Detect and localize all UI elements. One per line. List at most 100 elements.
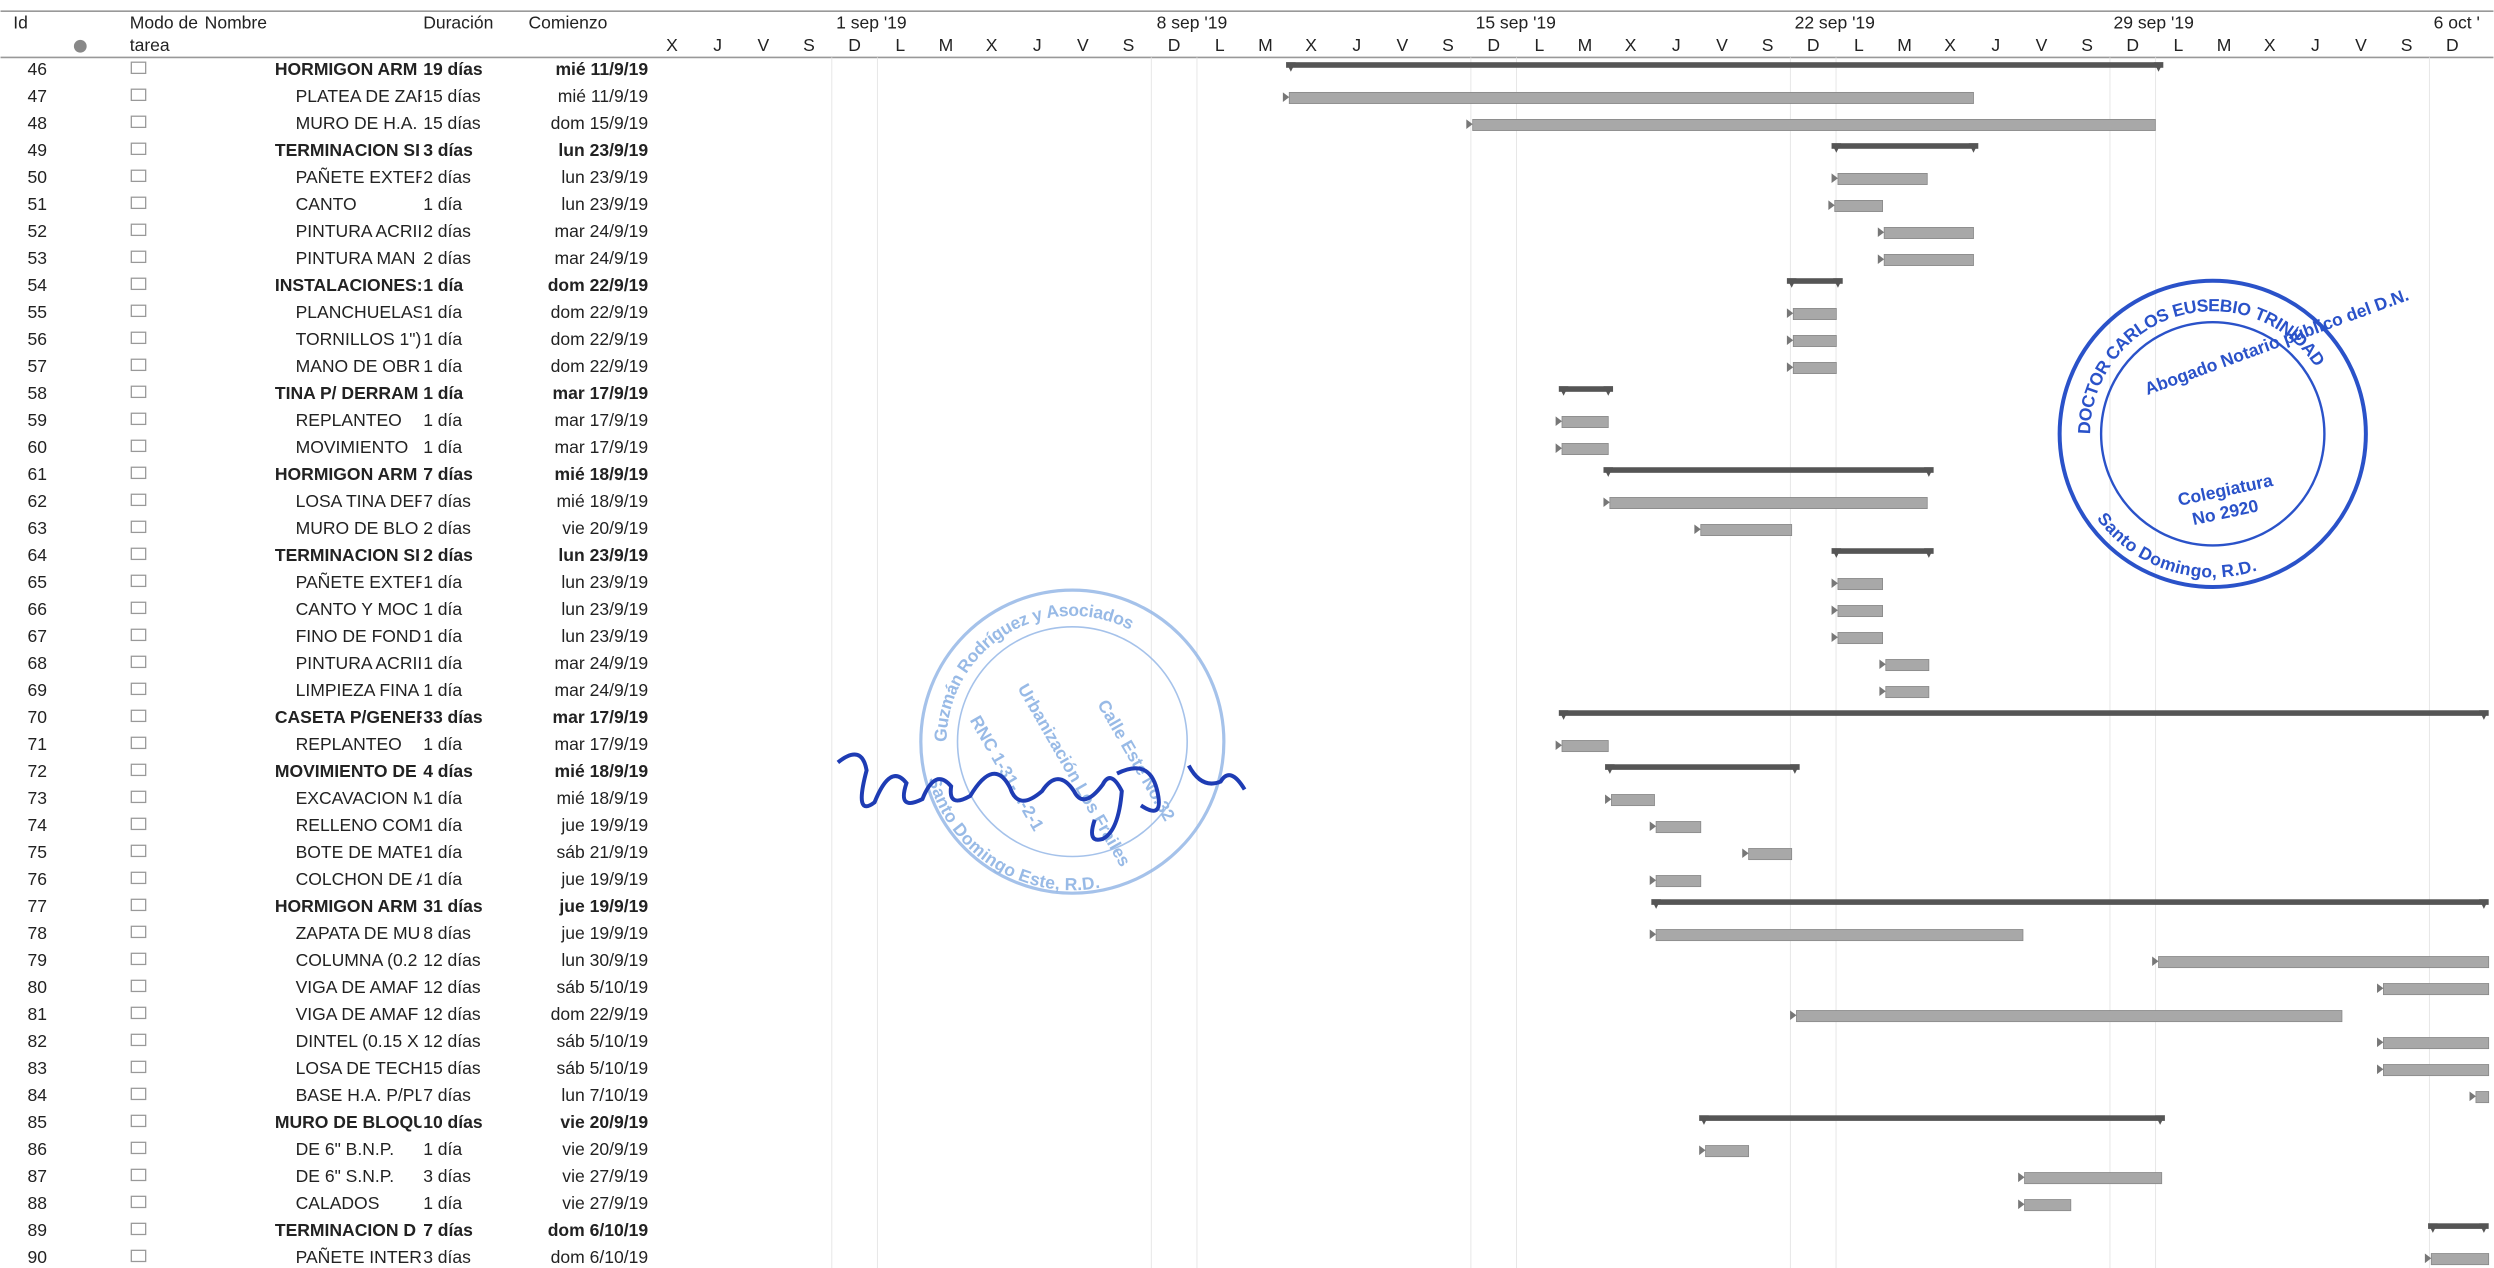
mode-icon — [130, 1168, 147, 1182]
task-bar — [1883, 227, 1974, 239]
col-name: Nombre — [205, 13, 267, 33]
row-id: 47 — [27, 86, 47, 106]
mode-icon — [130, 61, 147, 75]
task-start: dom 22/9/19 — [551, 302, 648, 322]
task-start: mar 24/9/19 — [555, 680, 649, 700]
task-name: PINTURA ACRII — [296, 653, 423, 673]
task-name: INSTALACIONES: — [275, 275, 423, 295]
mode-icon — [130, 358, 147, 372]
task-start: dom 6/10/19 — [548, 1220, 649, 1240]
day-label: S — [2081, 35, 2093, 55]
task-duration: 7 días — [423, 464, 473, 484]
task-duration: 12 días — [423, 1004, 481, 1024]
task-start: lun 23/9/19 — [558, 545, 648, 565]
task-start: jue 19/9/19 — [560, 923, 648, 943]
mode-icon — [130, 223, 147, 237]
week-label: 8 sep '19 — [1157, 13, 1228, 33]
row-id: 57 — [27, 356, 47, 376]
task-bar — [1609, 497, 1928, 510]
mode-icon — [130, 709, 147, 723]
day-label: X — [2264, 35, 2276, 55]
task-bar — [1834, 200, 1883, 212]
task-link — [1831, 578, 1838, 589]
row-id: 77 — [27, 896, 47, 916]
mode-icon — [130, 574, 147, 588]
mode-icon — [130, 790, 147, 804]
info-icon — [73, 39, 87, 53]
task-name: HORMIGON ARM — [275, 464, 418, 484]
task-duration: 4 días — [423, 761, 473, 781]
task-bar — [1837, 578, 1883, 591]
mode-icon — [130, 925, 147, 939]
task-duration: 1 día — [423, 302, 462, 322]
task-link — [2377, 983, 2384, 994]
task-start: lun 23/9/19 — [558, 140, 648, 160]
row-id: 75 — [27, 842, 47, 862]
task-link — [1786, 335, 1794, 345]
row-id: 51 — [27, 194, 47, 214]
row-id: 69 — [27, 680, 47, 700]
task-link — [1555, 740, 1563, 751]
task-bar — [1288, 91, 1974, 104]
task-name: TERMINACION SI — [275, 545, 420, 565]
task-bar — [2383, 983, 2490, 996]
task-start: vie 27/9/19 — [562, 1193, 648, 1213]
task-duration: 3 días — [423, 140, 473, 160]
task-name: MANO DE OBR — [296, 356, 421, 376]
task-name: RELLENO COM — [296, 815, 424, 835]
task-start: lun 23/9/19 — [561, 572, 648, 592]
task-duration: 2 días — [423, 167, 471, 187]
task-name: LOSA TINA DEF — [296, 491, 425, 511]
task-duration: 1 día — [423, 653, 462, 673]
day-label: S — [1123, 35, 1135, 55]
task-link — [1699, 1145, 1706, 1156]
row-id: 82 — [27, 1031, 47, 1051]
row-id: 73 — [27, 788, 47, 808]
task-duration: 2 días — [423, 221, 471, 241]
row-id: 74 — [27, 815, 47, 835]
task-name: PLANCHUELAS — [296, 302, 425, 322]
day-label: S — [803, 35, 815, 55]
task-name: MURO DE H.A. — [296, 113, 418, 133]
task-name: CASETA P/GENERAI — [275, 707, 446, 727]
task-bar — [1837, 632, 1883, 645]
col-mode: Modo de — [130, 13, 198, 33]
task-start: mié 18/9/19 — [556, 788, 648, 808]
task-duration: 2 días — [423, 545, 473, 565]
day-label: M — [939, 35, 954, 55]
day-label: M — [1258, 35, 1273, 55]
task-bar — [1883, 254, 1974, 266]
task-bar — [1655, 875, 1702, 888]
row-id: 90 — [27, 1247, 47, 1267]
task-duration: 15 días — [423, 113, 481, 133]
row-id: 56 — [27, 329, 47, 349]
mode-icon — [130, 601, 147, 615]
day-label: V — [757, 35, 769, 55]
task-link — [1790, 1010, 1797, 1021]
mode-icon — [130, 952, 147, 966]
task-start: mar 24/9/19 — [555, 653, 649, 673]
row-id: 87 — [27, 1166, 47, 1186]
day-label: D — [2446, 35, 2459, 55]
mode-icon — [130, 1060, 147, 1074]
task-link — [1605, 794, 1612, 805]
summary-bar — [1786, 278, 1843, 284]
task-name: TERMINACION D — [275, 1220, 416, 1240]
task-duration: 1 día — [423, 437, 462, 457]
row-id: 50 — [27, 167, 47, 187]
task-link — [1603, 497, 1610, 508]
day-label: X — [1305, 35, 1317, 55]
task-duration: 1 día — [423, 626, 462, 646]
task-duration: 33 días — [423, 707, 483, 727]
task-link — [1831, 632, 1838, 643]
task-name: CANTO Y MOC — [296, 599, 419, 619]
task-link — [1879, 686, 1886, 697]
mode-icon — [130, 1006, 147, 1020]
task-duration: 15 días — [423, 86, 481, 106]
day-label: L — [2174, 35, 2184, 55]
task-bar — [2383, 1064, 2490, 1077]
task-duration: 8 días — [423, 923, 471, 943]
row-id: 88 — [27, 1193, 47, 1213]
mode-icon — [130, 439, 147, 453]
day-label: X — [666, 35, 678, 55]
